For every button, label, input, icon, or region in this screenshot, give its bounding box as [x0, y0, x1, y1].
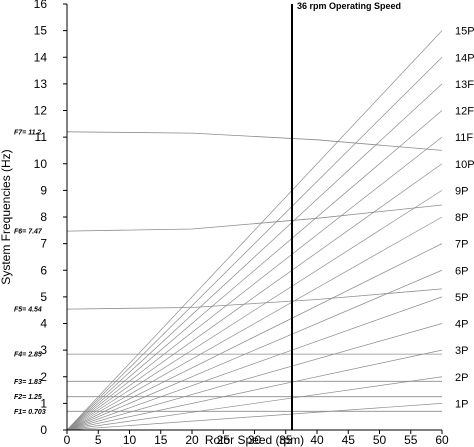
mode-label-f5: F5= 4.54 [14, 307, 42, 314]
mode-line-f6 [66, 204, 443, 232]
harmonic-line-15p [66, 30, 443, 431]
y-tick-label: 7 [40, 237, 47, 251]
harmonic-label-8p: 8P [455, 212, 468, 224]
x-tick-label: 0 [64, 433, 71, 447]
y-tick-label: 8 [40, 210, 47, 224]
x-tick-label: 40 [310, 433, 324, 447]
x-tick-label: 25 [217, 433, 231, 447]
harmonic-line-6p [66, 269, 443, 431]
y-tick-label: 1 [40, 396, 47, 410]
x-tick-label: 15 [154, 433, 168, 447]
mode-label-f7: F7= 11.2 [14, 129, 41, 136]
x-tick-label: 55 [404, 433, 418, 447]
y-tick-label: 4 [40, 317, 47, 331]
x-tick-label: 35 [279, 433, 293, 447]
harmonic-label-10p: 10P [455, 159, 474, 171]
harmonic-line-7p [66, 243, 443, 431]
mode-label-f3: F3= 1.83 [14, 379, 42, 386]
harmonic-line-8p [66, 216, 443, 431]
harmonic-label-1p: 1P [455, 398, 468, 410]
x-tick-label: 50 [373, 433, 387, 447]
harmonic-label-6p: 6P [455, 265, 468, 277]
mode-line-f7 [66, 131, 443, 151]
y-tick-label: 10 [34, 157, 48, 171]
y-tick-label: 0 [40, 423, 47, 437]
harmonic-line-12f [66, 110, 443, 431]
axes [63, 3, 443, 434]
harmonic-label-14p: 14P [455, 52, 474, 64]
y-axis-title: System Frequencies (Hz) [0, 149, 13, 284]
harmonic-label-7p: 7P [455, 239, 468, 251]
harmonic-label-12f: 12F [455, 106, 474, 118]
y-tick-label: 16 [34, 0, 48, 11]
harmonic-label-11f: 11F [455, 132, 473, 144]
y-tick-label: 6 [40, 263, 47, 277]
x-tick-label: 20 [185, 433, 199, 447]
mode-label-f4: F4= 2.85 [14, 352, 42, 359]
mode-label-f6: F6= 7.47 [14, 229, 43, 236]
harmonic-label-4p: 4P [455, 319, 468, 331]
harmonic-label-2p: 2P [455, 372, 468, 384]
harmonic-line-10p [66, 163, 443, 431]
y-tick-label: 5 [40, 290, 47, 304]
y-tick-label: 2 [40, 370, 47, 384]
x-tick-label: 60 [435, 433, 449, 447]
operating-speed-label: 36 rpm Operating Speed [297, 1, 401, 11]
harmonic-line-3p [66, 349, 443, 431]
harmonic-line-11f [66, 136, 443, 431]
harmonic-line-9p [66, 190, 443, 431]
y-tick-label: 3 [40, 343, 47, 357]
x-tick-label: 10 [123, 433, 137, 447]
harmonic-line-4p [66, 323, 443, 431]
y-tick-label: 11 [35, 130, 48, 144]
y-tick-label: 15 [34, 24, 48, 38]
x-tick-label: 5 [95, 433, 102, 447]
harmonic-label-9p: 9P [455, 185, 468, 197]
harmonic-label-15p: 15P [455, 26, 474, 38]
y-tick-label: 13 [34, 77, 48, 91]
harmonic-label-5p: 5P [455, 292, 468, 304]
harmonic-line-13f [66, 83, 443, 431]
x-tick-label: 45 [342, 433, 356, 447]
x-axis-title: Rotor Speed (rpm) [205, 433, 304, 447]
mode-label-f1: F1= 0.703 [14, 409, 46, 416]
harmonic-label-13f: 13F [455, 79, 474, 91]
mode-lines [66, 131, 443, 412]
y-tick-label: 9 [40, 183, 47, 197]
harmonic-line-2p [66, 376, 443, 431]
mode-line-f5 [66, 288, 443, 310]
mode-label-f2: F2= 1.25 [14, 394, 42, 401]
x-tick-label: 30 [248, 433, 262, 447]
harmonic-label-3p: 3P [455, 345, 468, 357]
harmonic-line-1p [66, 403, 443, 431]
y-tick-label: 12 [34, 104, 48, 118]
harmonic-line-14p [66, 57, 443, 431]
harmonic-line-5p [66, 296, 443, 431]
y-tick-label: 14 [34, 50, 48, 64]
